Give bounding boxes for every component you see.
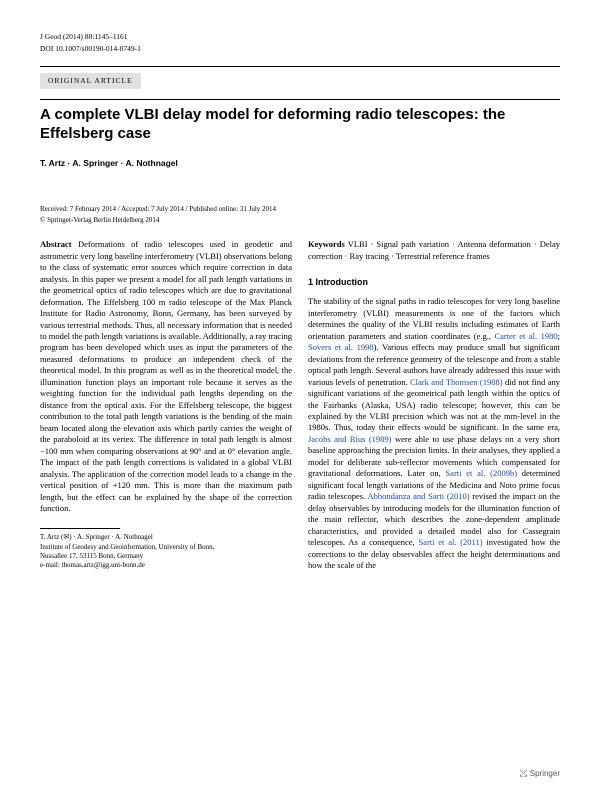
corr-authors: T. Artz (✉) · A. Springer · A. Nothnagel [40, 533, 292, 542]
two-column-body: Abstract Deformations of radio telescope… [40, 239, 560, 571]
springer-icon: ⤩ [520, 768, 528, 779]
section-heading-intro: 1 Introduction [308, 276, 560, 288]
citation-abbondanza[interactable]: Abbondanza and Sarti (2010) [367, 491, 469, 501]
doi: DOI 10.1007/s00190-014-0749-1 [40, 44, 560, 54]
citation-clark[interactable]: Clark and Thomsen (1988) [410, 377, 503, 387]
citation-sarti-2009[interactable]: Sarti et al. (2009b) [445, 468, 517, 478]
header-rule [40, 66, 560, 67]
copyright: © Springer-Verlag Berlin Heidelberg 2014 [40, 216, 560, 225]
keywords-paragraph: Keywords VLBI · Signal path variation · … [308, 239, 560, 262]
corr-email: e-mail: thomas.artz@igg.uni-bonn.de [40, 561, 292, 570]
intro-paragraph: The stability of the signal paths in rad… [308, 296, 560, 571]
publisher-name: Springer [530, 769, 560, 778]
footer-rule [40, 528, 120, 529]
left-column: Abstract Deformations of radio telescope… [40, 239, 292, 571]
header-rule-2 [40, 99, 560, 100]
corr-affil: Institute of Geodesy and Geoinformation,… [40, 543, 292, 552]
authors: T. Artz · A. Springer · A. Nothnagel [40, 158, 560, 169]
abstract-text: Deformations of radio telescopes used in… [40, 239, 292, 513]
intro-sep-1: ; [558, 331, 560, 341]
keywords-label: Keywords [308, 239, 345, 249]
right-column: Keywords VLBI · Signal path variation · … [308, 239, 560, 571]
abstract-paragraph: Abstract Deformations of radio telescope… [40, 239, 292, 514]
paper-title: A complete VLBI delay model for deformin… [40, 106, 560, 144]
journal-ref: J Geod (2014) 88:1145–1161 [40, 32, 560, 42]
dates: Received: 7 February 2014 / Accepted: 7 … [40, 205, 560, 214]
citation-sarti-2011[interactable]: Sarti et al. (2011) [418, 537, 482, 547]
corr-address: Nussallee 17, 53115 Bonn, Germany [40, 552, 292, 561]
publisher-logo: ⤩ Springer [520, 767, 560, 781]
correspondence: T. Artz (✉) · A. Springer · A. Nothnagel… [40, 533, 292, 569]
citation-carter[interactable]: Carter et al. 1980 [494, 331, 557, 341]
abstract-label: Abstract [40, 239, 72, 249]
article-type: ORIGINAL ARTICLE [40, 73, 141, 89]
citation-sovers[interactable]: Sovers et al. 1998 [308, 342, 374, 352]
citation-jacobs[interactable]: Jacobs and Rius (1989) [308, 434, 392, 444]
keywords-text: VLBI · Signal path variation · Antenna d… [308, 239, 560, 260]
